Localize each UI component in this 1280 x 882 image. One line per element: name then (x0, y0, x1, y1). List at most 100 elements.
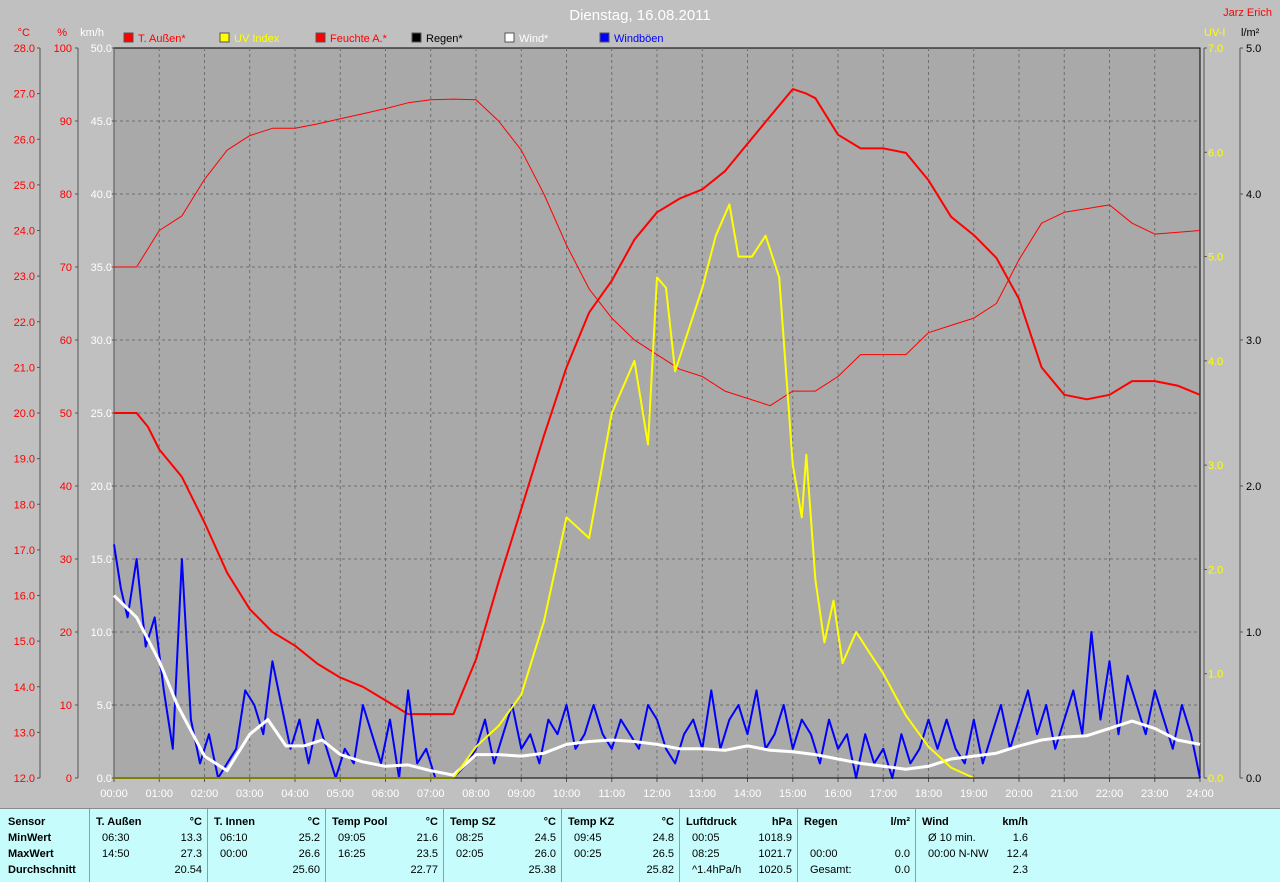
stats-block-name: Luftdruck (686, 816, 737, 828)
stats-block-name: Wind (922, 816, 949, 828)
rain-axis-unit: l/m² (1241, 27, 1260, 39)
stats-block: Wind km/h Ø 10 min. 1.6 00:00 N-NW 12.4 2.3 (915, 809, 1034, 882)
x-axis: 00:00 01:00 02:00 03:00 04:00 05:00 06:00 07:00… (100, 778, 1214, 800)
stats-block-name: Temp SZ (450, 816, 496, 828)
temp-tick-label: 12.0 (14, 773, 35, 785)
x-tick-label: 14:00 (734, 788, 762, 800)
x-tick-label: 12:00 (643, 788, 671, 800)
temp-tick-label: 23.0 (14, 271, 35, 283)
x-tick-label: 00:00 (100, 788, 128, 800)
legend-label: Wind* (519, 33, 549, 45)
stats-min-time: 08:25 (456, 832, 484, 844)
stats-min-time: Ø 10 min. (928, 832, 976, 844)
stats-block-unit: km/h (1002, 816, 1028, 828)
rain-tick-label: 5.0 (1246, 43, 1261, 55)
wind-tick-label: 45.0 (91, 116, 112, 128)
wind-axis-unit: km/h (80, 27, 104, 39)
temp-tick-label: 13.0 (14, 727, 35, 739)
x-tick-label: 06:00 (372, 788, 400, 800)
stats-max-value: 0.0 (894, 848, 910, 860)
wind-tick-label: 15.0 (91, 554, 112, 566)
stats-min-value: 1.6 (1012, 832, 1028, 844)
temp-tick-label: 19.0 (14, 454, 35, 466)
temp-tick-label: 15.0 (14, 636, 35, 648)
stats-min-time: 09:45 (574, 832, 602, 844)
stats-min-value: 25.2 (298, 832, 320, 844)
series-line-wind (112, 594, 1201, 777)
wind-tick-label: 5.0 (97, 700, 112, 712)
stats-block: Temp Pool °C 09:05 21.6 16:25 23.5 22.77 (325, 809, 444, 882)
uv-axis-unit: UV-I (1204, 27, 1225, 39)
series-line-feuchte-a (114, 98, 1201, 407)
x-tick-label: 04:00 (281, 788, 309, 800)
temp-tick-label: 27.0 (14, 89, 35, 101)
uv-tick-label: 2.0 (1208, 564, 1223, 576)
stats-block-unit: °C (425, 816, 438, 828)
x-tick-label: 15:00 (779, 788, 807, 800)
series-line-windb-en (113, 544, 1201, 779)
temp-tick-label: 25.0 (14, 180, 35, 192)
rain-tick-label: 3.0 (1246, 335, 1261, 347)
stats-block-unit: °C (189, 816, 202, 828)
stats-max-value: 27.3 (180, 848, 202, 860)
humid-tick-label: 40 (60, 481, 72, 493)
humid-tick-label: 60 (60, 335, 72, 347)
humid-tick-label: 30 (60, 554, 72, 566)
stats-max-value: 26.0 (534, 848, 556, 860)
stats-min-label: MinWert (8, 832, 52, 844)
stats-max-value: 26.6 (298, 848, 320, 860)
humid-tick-label: 90 (60, 116, 72, 128)
stats-avg-value: 20.54 (174, 864, 202, 876)
uv-tick-label: 6.0 (1208, 147, 1223, 159)
stats-avg-value: 2.3 (1012, 864, 1028, 876)
stats-block: T. Innen °C 06:10 25.2 00:00 26.6 25.60 (207, 809, 326, 882)
temp-tick-label: 21.0 (14, 362, 35, 374)
legend-swatch (411, 32, 422, 43)
stats-block-name: Temp Pool (332, 816, 388, 828)
temp-tick-label: 24.0 (14, 226, 35, 238)
stats-avg-value: 22.77 (410, 864, 438, 876)
x-tick-label: 20:00 (1005, 788, 1033, 800)
stats-block-unit: °C (543, 816, 556, 828)
temp-tick-label: 14.0 (14, 682, 35, 694)
humid-axis-unit: % (57, 27, 67, 39)
legend-swatch (504, 32, 515, 43)
stats-min-value: 1018.9 (758, 832, 792, 844)
rain-tick-label: 1.0 (1246, 627, 1261, 639)
stats-min-value: 13.3 (180, 832, 202, 844)
x-tick-label: 22:00 (1096, 788, 1124, 800)
stats-avg-label: Durchschnitt (8, 864, 76, 876)
legend-label: Feuchte A.* (330, 33, 388, 45)
stats-max-time: 02:05 (456, 848, 484, 860)
stats-min-value: 21.6 (416, 832, 438, 844)
stats-max-value: 23.5 (416, 848, 438, 860)
stats-min-value: 24.8 (652, 832, 674, 844)
stats-block-name: T. Innen (214, 816, 255, 828)
legend-label: Regen* (426, 33, 463, 45)
wind-tick-label: 40.0 (91, 189, 112, 201)
humid-tick-label: 80 (60, 189, 72, 201)
stats-avg-value: 0.0 (894, 864, 910, 876)
x-tick-label: 17:00 (869, 788, 897, 800)
stats-block-unit: °C (661, 816, 674, 828)
humid-tick-label: 50 (60, 408, 72, 420)
chart-title: Dienstag, 16.08.2011 (569, 7, 711, 24)
x-tick-label: 10:00 (553, 788, 581, 800)
stats-max-time: 00:00 N-NW (928, 848, 989, 860)
uv-tick-label: 1.0 (1208, 669, 1223, 681)
legend-label: T. Außen* (138, 33, 186, 45)
stats-max-value: 1021.7 (758, 848, 792, 860)
stats-max-label: MaxWert (8, 848, 54, 860)
wind-tick-label: 50.0 (91, 43, 112, 55)
x-tick-label: 23:00 (1141, 788, 1169, 800)
stats-block-name: Temp KZ (568, 816, 615, 828)
stats-block-unit: hPa (771, 816, 792, 828)
x-tick-label: 13:00 (688, 788, 716, 800)
x-tick-label: 24:00 (1186, 788, 1214, 800)
stats-max-time: 14:50 (102, 848, 130, 860)
stats-max-time: 00:00 (810, 848, 838, 860)
stats-max-time: 16:25 (338, 848, 366, 860)
x-tick-label: 16:00 (824, 788, 852, 800)
legend-label: UV Index (234, 33, 280, 45)
stats-avg-value: 25.82 (646, 864, 674, 876)
